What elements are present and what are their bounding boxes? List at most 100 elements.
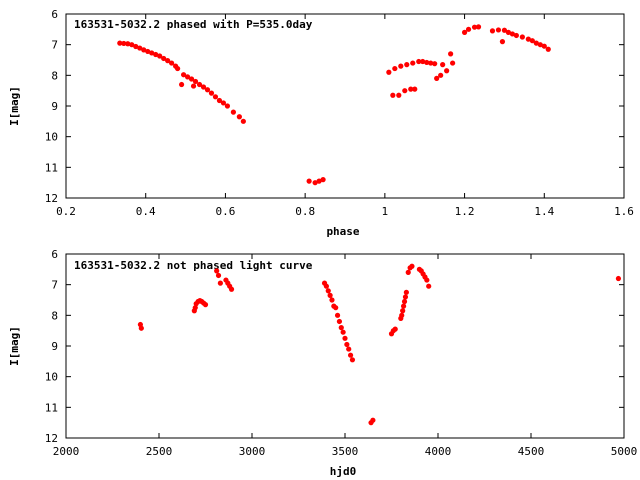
x-tick-label: 1.4	[534, 205, 554, 218]
data-point	[165, 58, 171, 64]
x-tick-label: 0.8	[295, 205, 315, 218]
phased-ticks: 0.2 0.4 0.6 0.8 1 1.2 1.4 1.6 6 7 8 9 10 11 12	[45, 8, 634, 218]
data-point	[545, 46, 551, 52]
data-point	[533, 40, 539, 46]
x-tick-label: 2000	[53, 445, 80, 458]
data-point	[342, 335, 348, 341]
data-point	[471, 24, 478, 30]
data-point	[438, 72, 444, 78]
data-point	[212, 94, 219, 100]
x-tick-label: 3500	[332, 445, 359, 458]
unphased-chart-title: 163531-5032.2 not phased light curve	[74, 259, 313, 272]
data-point	[404, 62, 410, 68]
data-point	[386, 69, 392, 75]
data-point	[190, 83, 197, 89]
data-point	[370, 417, 376, 423]
y-tick-label: 10	[45, 371, 58, 384]
data-point	[475, 24, 482, 30]
data-point	[400, 303, 407, 309]
y-tick-label: 9	[51, 100, 58, 113]
data-point	[420, 58, 426, 65]
data-point	[398, 63, 404, 69]
data-point	[390, 92, 396, 98]
data-point	[396, 92, 402, 98]
data-point	[217, 280, 223, 286]
y-tick-label: 9	[51, 340, 58, 353]
data-point	[216, 97, 223, 104]
x-tick-label: 1.6	[614, 205, 634, 218]
data-point	[440, 62, 446, 68]
data-point	[513, 32, 519, 39]
data-point	[489, 28, 496, 34]
y-tick-label: 6	[51, 8, 58, 21]
data-point	[312, 180, 318, 186]
x-tick-label: 5000	[611, 445, 638, 458]
data-point	[448, 51, 454, 57]
data-point	[320, 177, 326, 183]
data-point	[434, 75, 440, 81]
y-tick-label: 11	[45, 401, 58, 414]
data-point	[402, 294, 409, 300]
data-point	[117, 40, 123, 46]
y-tick-label: 8	[51, 309, 58, 322]
data-point	[495, 27, 502, 33]
data-point	[405, 269, 411, 275]
y-tick-label: 10	[45, 131, 58, 144]
data-point	[215, 272, 222, 279]
x-tick-label: 4000	[425, 445, 452, 458]
data-point	[401, 298, 408, 305]
y-tick-label: 6	[51, 248, 58, 261]
phased-chart-title: 163531-5032.2 phased with P=535.0day	[74, 18, 313, 31]
data-point	[192, 305, 198, 311]
data-point	[323, 283, 329, 289]
data-point	[184, 74, 191, 80]
phased-plot-frame	[65, 13, 625, 199]
data-point	[129, 42, 135, 48]
data-point	[316, 178, 322, 184]
data-point	[175, 65, 181, 72]
data-point	[409, 263, 415, 269]
data-point	[121, 40, 127, 47]
data-point	[334, 312, 341, 318]
data-point	[157, 53, 163, 59]
y-tick-label: 12	[45, 432, 58, 445]
data-point	[137, 45, 143, 51]
unphased-points	[137, 263, 622, 426]
data-point	[525, 36, 531, 42]
x-tick-label: 0.2	[56, 205, 76, 218]
x-tick-label: 0.6	[215, 205, 235, 218]
data-point	[349, 357, 356, 363]
phased-y-axis-label: I[mag]	[8, 86, 21, 126]
data-point	[444, 68, 450, 74]
data-point	[428, 60, 434, 66]
unphased-chart: 163531-5032.2 not phased light curve hjd…	[8, 248, 637, 478]
data-point	[224, 103, 231, 109]
data-point	[200, 84, 207, 90]
data-point	[450, 60, 456, 66]
data-point	[178, 81, 185, 88]
data-point	[392, 65, 398, 72]
data-point	[327, 292, 333, 298]
data-point	[529, 38, 535, 44]
data-point	[138, 325, 144, 331]
y-tick-label: 7	[51, 279, 58, 292]
data-point	[509, 31, 515, 37]
data-point	[214, 268, 220, 274]
data-point	[344, 341, 350, 348]
phased-x-axis-label: phase	[326, 225, 359, 238]
data-point	[338, 325, 344, 331]
data-point	[204, 87, 211, 93]
data-point	[230, 109, 236, 115]
data-point	[329, 297, 335, 303]
unphased-x-axis-label: hjd0	[330, 465, 357, 478]
data-point	[161, 55, 167, 62]
y-tick-label: 11	[45, 161, 58, 174]
data-point	[220, 100, 227, 106]
x-tick-label: 3000	[239, 445, 266, 458]
data-point	[228, 286, 235, 292]
phased-chart: 163531-5032.2 phased with P=535.0day pha…	[8, 8, 634, 238]
y-tick-label: 12	[45, 192, 58, 205]
x-tick-label: 0.4	[136, 205, 156, 218]
data-point	[424, 59, 430, 66]
